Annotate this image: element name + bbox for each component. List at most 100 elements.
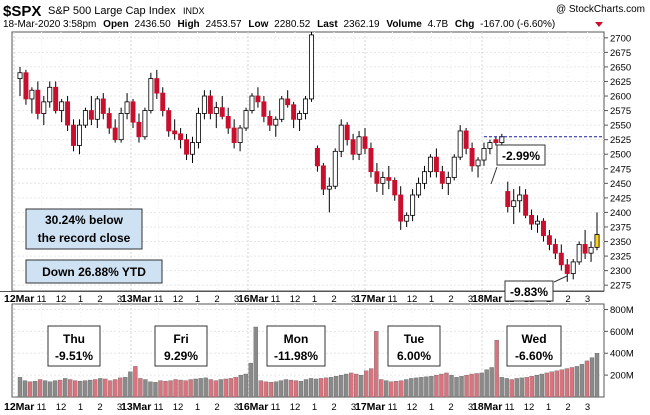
volume-bar	[278, 380, 284, 398]
volume-bar	[519, 377, 524, 398]
volume-bar	[233, 377, 238, 398]
candle-body	[445, 177, 451, 184]
volume-bar	[389, 381, 394, 398]
low-value: 2280.52	[274, 19, 311, 30]
volume-bar	[298, 380, 304, 398]
candle-body	[59, 101, 65, 111]
candle-body	[178, 133, 184, 141]
volume-bar	[444, 372, 449, 398]
volume-bar	[379, 379, 384, 398]
volume-bar	[153, 382, 158, 398]
time-tick-label: 11	[271, 294, 281, 305]
volume-bar	[579, 364, 585, 398]
time-tick-label: 12	[56, 294, 67, 305]
ytd-box: Down 26.88% YTD	[25, 259, 163, 284]
volume-bar	[574, 366, 580, 398]
volume-bar	[584, 360, 590, 398]
time-tick-label: 18Mar	[472, 293, 502, 305]
volume-bar	[589, 357, 595, 398]
time-tick-label: 1	[78, 402, 83, 413]
low-label: Low	[248, 19, 268, 30]
time-tick-label: 2	[214, 402, 219, 413]
volume-bar	[78, 380, 83, 398]
day-label: Fri	[173, 332, 188, 346]
symbol: $SPX	[3, 3, 41, 20]
candle-body	[463, 130, 469, 149]
time-tick-label: 2	[565, 402, 570, 413]
volume-bar	[464, 374, 469, 398]
candle-body	[267, 115, 273, 126]
time-tick-label: 2	[331, 402, 336, 413]
volume-bar	[494, 339, 499, 398]
candle-body	[166, 110, 172, 132]
candle-body	[47, 86, 53, 103]
volume-axis: 200M 400M 600M 800M	[604, 305, 634, 382]
volume-bar	[163, 380, 168, 398]
volume-bar	[37, 379, 43, 398]
time-tick-label: 1	[195, 294, 200, 305]
time-tick-label: 16Mar	[238, 293, 268, 305]
time-tick-label: 12	[524, 402, 535, 413]
time-tick-label: 13Mar	[121, 401, 151, 413]
candle-body	[130, 101, 136, 123]
candle-body	[511, 200, 517, 208]
candle-body	[404, 214, 410, 222]
volume-bar	[514, 378, 519, 398]
candle-body	[392, 180, 398, 196]
volume-bar	[88, 379, 93, 398]
candle-body	[350, 139, 356, 155]
candle-body	[148, 78, 154, 111]
candle-body	[368, 148, 374, 173]
volume-bar	[333, 376, 339, 398]
quote-datetime: 18-Mar-2020 3:58pm	[3, 19, 96, 30]
volume-bar	[459, 376, 464, 398]
candle-body	[88, 110, 94, 120]
candle-body	[487, 142, 493, 149]
candle-body	[588, 246, 594, 254]
volume-bar	[369, 368, 374, 398]
time-tick-label: 3	[234, 402, 239, 413]
volume-bar	[103, 378, 108, 398]
candle-body	[41, 101, 47, 114]
candle-body	[427, 156, 433, 173]
volume-bar	[399, 380, 404, 398]
callout-2-text: -9.83%	[510, 285, 548, 299]
candle-body	[469, 148, 475, 167]
candle-body	[184, 139, 190, 155]
price-tick-label: 2700	[610, 33, 631, 44]
time-tick-label: 11	[37, 294, 47, 305]
candle-body	[582, 244, 588, 254]
candle-body	[535, 220, 540, 225]
time-tick-label: 3	[234, 294, 239, 305]
price-tick-label: 2325	[610, 252, 631, 263]
candle-body	[112, 127, 118, 141]
candle-body	[237, 127, 243, 143]
candle-body	[195, 113, 201, 143]
time-tick-label: 3	[468, 294, 473, 305]
time-tick-label: 11	[154, 294, 164, 305]
candle-body	[17, 72, 23, 79]
time-tick-label: 12	[290, 402, 301, 413]
volume-bar	[554, 370, 560, 398]
candle-body	[35, 89, 41, 114]
volume-bar	[303, 379, 309, 398]
volume-tick-label: 800M	[610, 305, 634, 316]
time-tick-label: 2	[331, 294, 336, 305]
volume-bar	[569, 367, 575, 398]
day-label: Mon	[284, 332, 309, 346]
volume-bar	[148, 381, 153, 398]
volume-bar	[228, 378, 233, 398]
time-tick-label: 11	[388, 294, 398, 305]
volume-bar	[238, 374, 243, 398]
open-value: 2436.50	[135, 19, 172, 30]
time-tick-label: 1	[195, 402, 200, 413]
volume-bar	[133, 366, 138, 398]
time-tick-label: 12Mar	[4, 401, 34, 413]
time-tick-label: 1	[312, 294, 317, 305]
volume-bar	[32, 380, 38, 398]
time-tick-label: 1	[546, 402, 551, 413]
candle-body	[29, 89, 35, 100]
volume-bar	[404, 379, 409, 398]
time-tick-label: 12	[56, 402, 67, 413]
